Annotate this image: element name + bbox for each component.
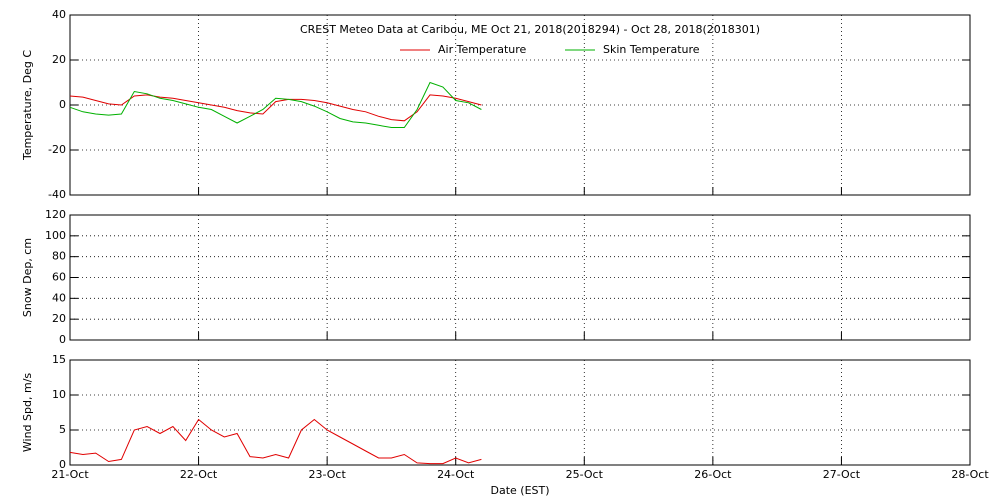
y-tick-label: 0 [59, 98, 66, 111]
y-tick-label: 40 [52, 8, 66, 21]
x-tick-label: 21-Oct [51, 468, 89, 481]
y-tick-label: 120 [45, 208, 66, 221]
x-tick-label: 25-Oct [566, 468, 604, 481]
y-tick-label: -40 [48, 188, 66, 201]
y-tick-label: 0 [59, 333, 66, 346]
x-tick-label: 26-Oct [694, 468, 732, 481]
y-tick-label: 20 [52, 312, 66, 325]
y-tick-label: 10 [52, 388, 66, 401]
y-tick-label: -20 [48, 143, 66, 156]
y-tick-label: 15 [52, 353, 66, 366]
y-axis-label: Temperature, Deg C [21, 50, 34, 161]
y-tick-label: 20 [52, 53, 66, 66]
legend-label: Skin Temperature [603, 43, 700, 56]
y-tick-label: 40 [52, 291, 66, 304]
chart-title: CREST Meteo Data at Caribou, ME Oct 21, … [300, 23, 760, 36]
y-axis-label: Wind Spd, m/s [21, 373, 34, 453]
data-line [69, 418, 482, 465]
x-axis-label: Date (EST) [490, 484, 549, 497]
x-tick-label: 27-Oct [823, 468, 861, 481]
y-tick-label: 100 [45, 229, 66, 242]
y-tick-label: 80 [52, 250, 66, 263]
y-tick-label: 5 [59, 423, 66, 436]
y-tick-label: 60 [52, 271, 66, 284]
y-tick-label: 0 [59, 458, 66, 471]
x-tick-label: 23-Oct [308, 468, 346, 481]
x-tick-label: 24-Oct [437, 468, 475, 481]
y-axis-label: Snow Dep, cm [21, 238, 34, 317]
x-tick-label: 28-Oct [951, 468, 989, 481]
legend-label: Air Temperature [438, 43, 527, 56]
x-tick-label: 22-Oct [180, 468, 218, 481]
data-line [69, 81, 482, 128]
plot-frame [69, 359, 971, 466]
